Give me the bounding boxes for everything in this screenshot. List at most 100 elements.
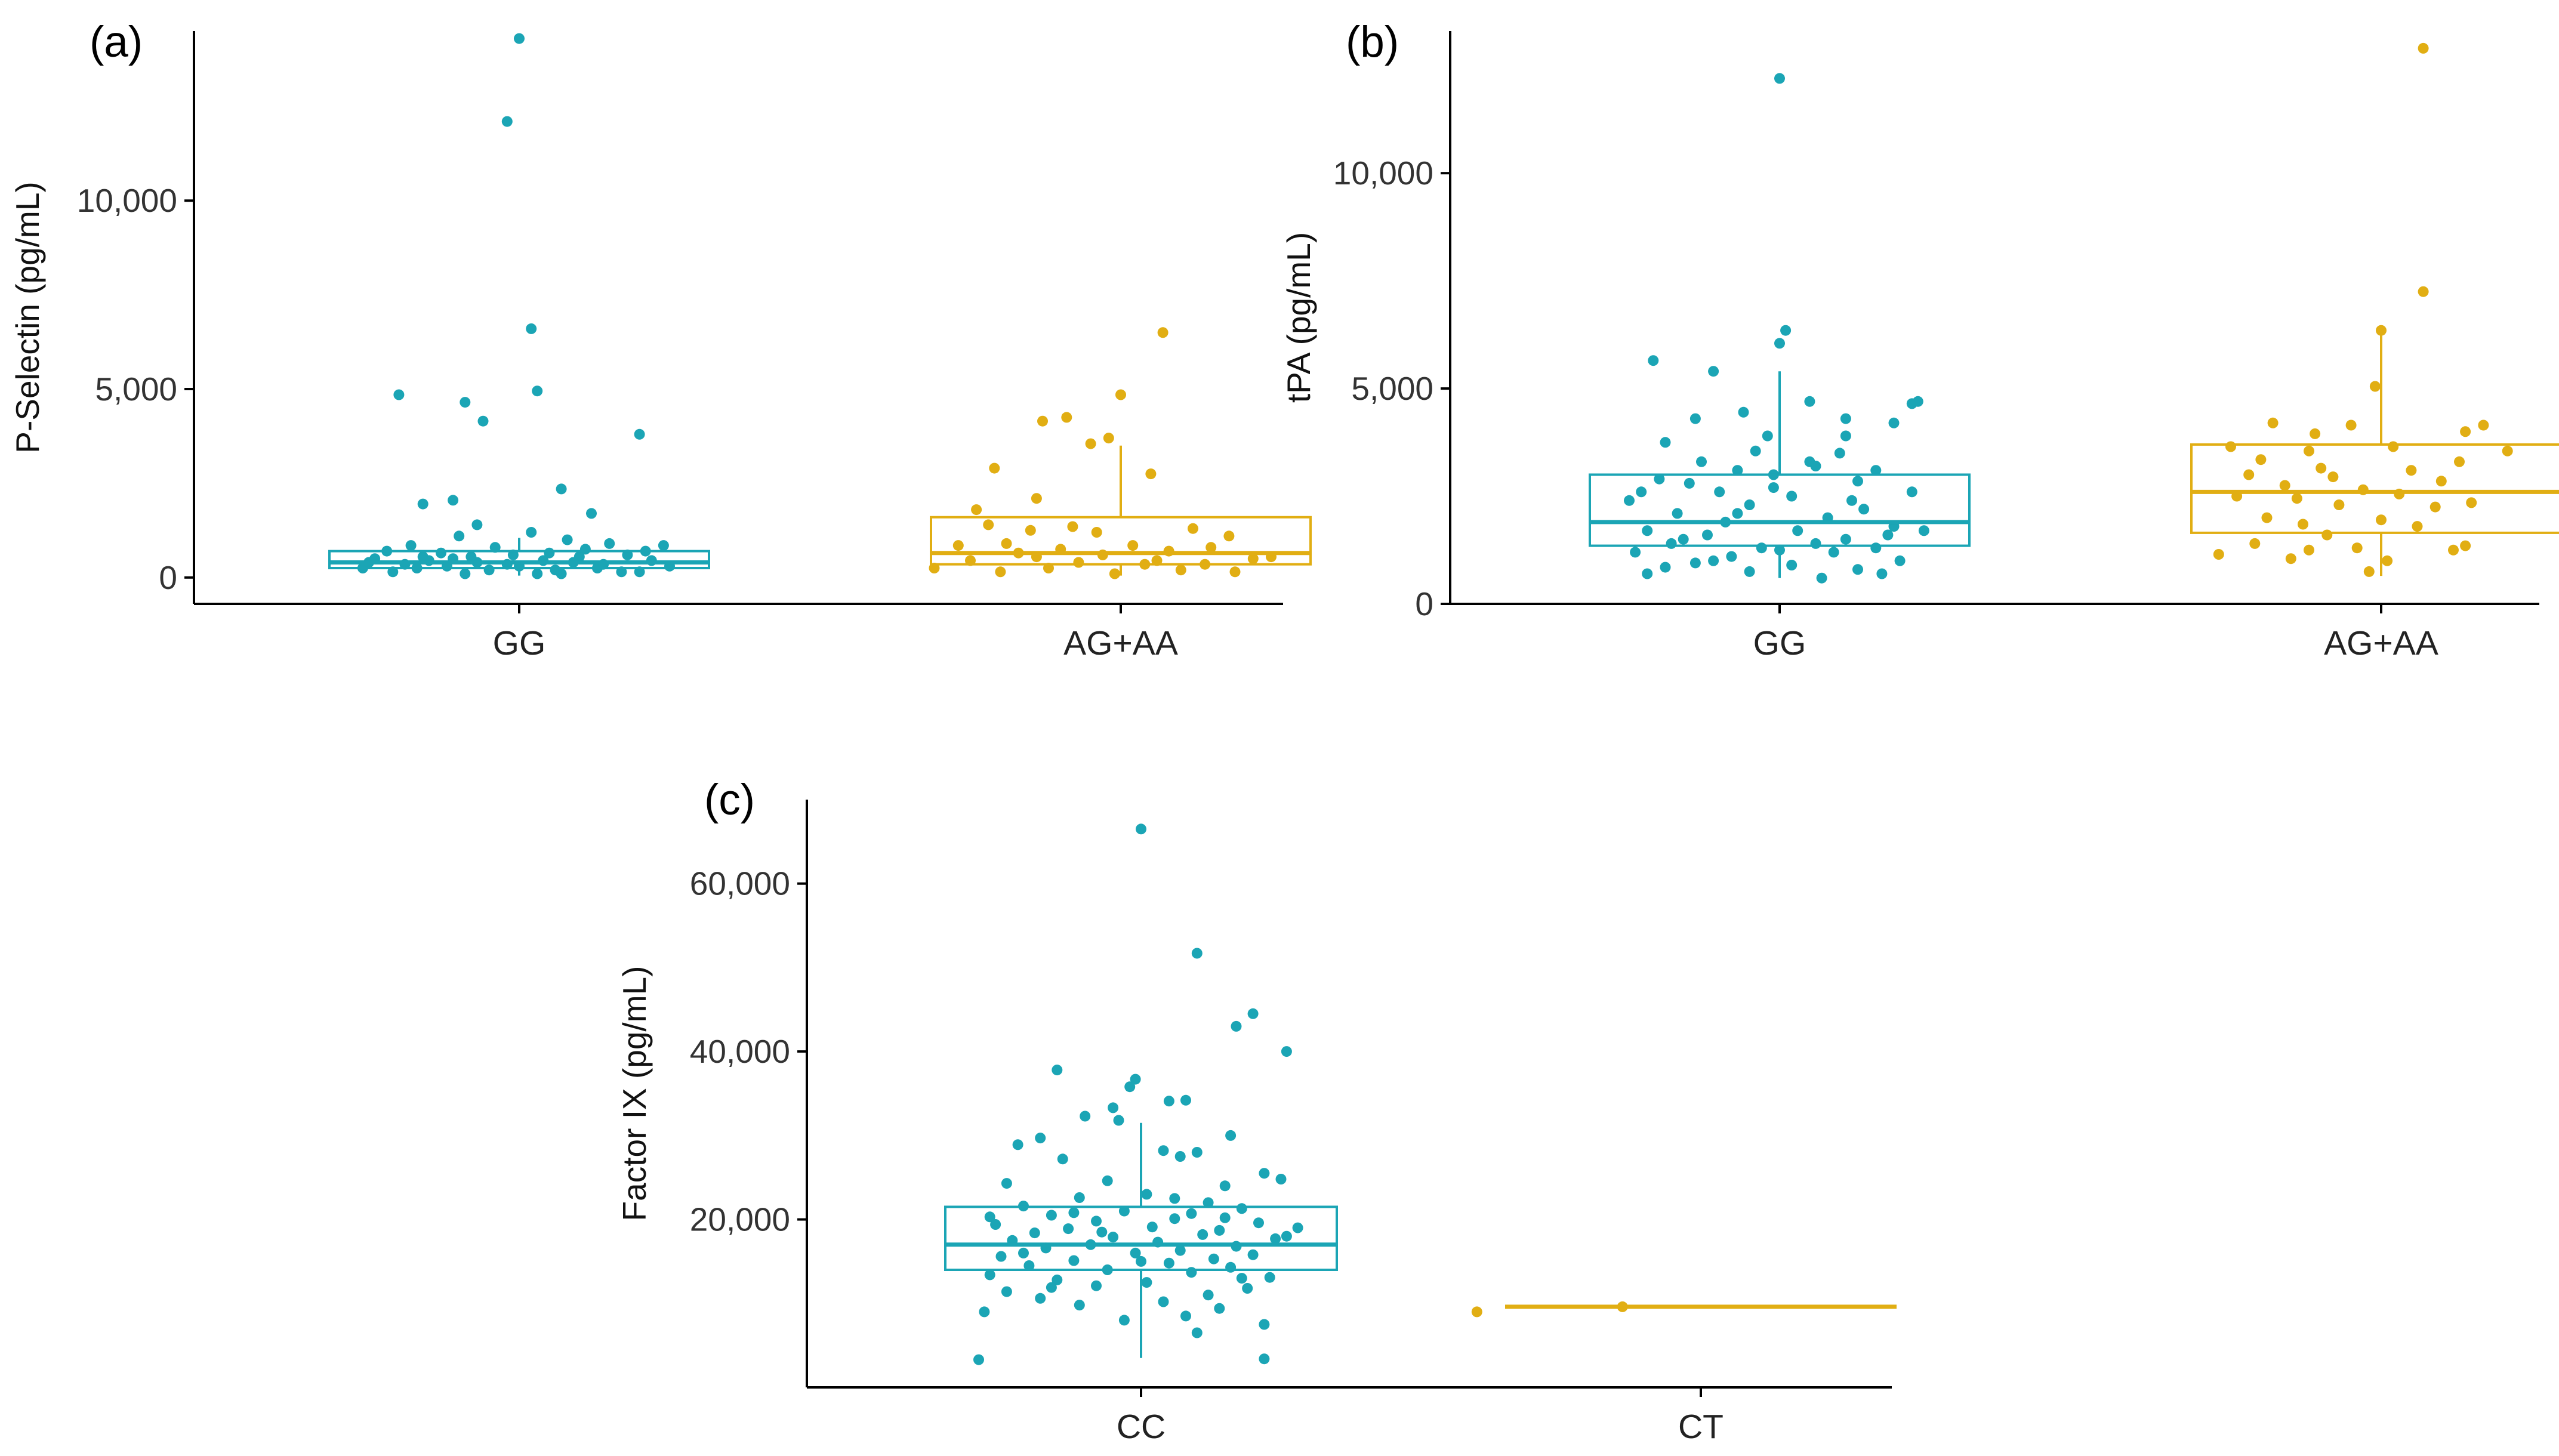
data-point-ag-aa <box>952 540 964 551</box>
data-point-gg <box>1738 406 1749 418</box>
data-point-gg <box>1840 430 1851 442</box>
data-point-ag-aa <box>1103 433 1114 444</box>
data-point-gg <box>1756 542 1767 554</box>
data-point-gg <box>1774 338 1785 349</box>
data-point-ag-aa <box>1115 389 1126 400</box>
data-point-ag-aa <box>1091 527 1102 538</box>
data-point-ag-aa <box>1175 564 1186 576</box>
data-point-gg <box>1876 568 1888 579</box>
data-point-ag-aa <box>1001 538 1012 549</box>
data-point-cc <box>1130 1247 1141 1258</box>
x-tick-label-ct: CT <box>1678 1408 1724 1446</box>
data-point-ag-aa <box>2388 441 2399 452</box>
data-point-gg <box>532 385 543 397</box>
data-point-ag-aa <box>983 519 994 530</box>
data-point-cc <box>1186 1267 1197 1278</box>
data-point-cc <box>1136 823 1146 835</box>
data-point-gg <box>417 498 428 510</box>
data-point-cc <box>1029 1227 1040 1239</box>
x-tick-label-ag-aa: AG+AA <box>1063 624 1178 662</box>
data-point-cc <box>1102 1175 1113 1186</box>
data-point-gg <box>1672 508 1683 519</box>
data-point-ag-aa <box>2345 419 2357 431</box>
data-point-cc <box>1281 1046 1292 1057</box>
data-point-cc <box>1035 1292 1046 1304</box>
data-point-gg <box>1642 525 1653 536</box>
data-point-ag-aa <box>2418 42 2429 54</box>
data-point-gg <box>1888 417 1900 428</box>
data-point-ag-aa <box>1157 327 1168 338</box>
data-point-ag-aa <box>2333 499 2345 510</box>
data-point-gg <box>1852 564 1863 575</box>
y-tick-label: 10,000 <box>77 182 177 219</box>
data-point-cc <box>1146 1221 1158 1233</box>
data-point-gg <box>1906 398 1917 409</box>
boxplot-ag-aa <box>930 445 1312 576</box>
data-point-gg <box>483 564 495 576</box>
y-tick-label: 0 <box>1415 585 1433 622</box>
data-point-gg <box>460 397 471 408</box>
data-point-cc <box>1236 1203 1247 1214</box>
data-point-ag-aa <box>2448 544 2459 556</box>
data-point-gg <box>405 540 417 551</box>
data-point-cc <box>1281 1230 1292 1242</box>
y-axis-title: P-Selectin (pg/mL) <box>9 181 46 453</box>
data-point-ag-aa <box>2261 512 2273 523</box>
data-point-cc <box>1158 1296 1169 1307</box>
data-point-gg <box>465 551 477 563</box>
data-point-cc <box>1219 1212 1231 1223</box>
data-point-ag-aa <box>1073 557 1084 568</box>
data-point-ag-aa <box>2460 426 2471 437</box>
data-point-cc <box>1118 1205 1130 1217</box>
data-point-gg <box>1744 566 1755 577</box>
data-point-gg <box>1870 542 1882 554</box>
data-point-gg <box>477 415 489 427</box>
data-point-ag-aa <box>2369 381 2381 392</box>
data-point-ag-aa <box>2304 445 2314 456</box>
data-point-gg <box>1858 504 1870 515</box>
box-iqr <box>930 516 1312 566</box>
data-point-cc <box>1174 1151 1186 1162</box>
x-tick-label-ag-aa: AG+AA <box>2324 624 2438 662</box>
data-point-gg <box>1768 482 1779 493</box>
data-point-cc <box>1259 1168 1270 1179</box>
x-tick-label-gg: GG <box>1753 624 1806 662</box>
data-point-gg <box>417 551 428 563</box>
data-point-gg <box>448 495 459 506</box>
data-point-cc <box>995 1251 1007 1262</box>
boxplot-cc <box>944 1122 1338 1358</box>
data-point-ag-aa <box>2412 521 2423 532</box>
data-point-ct <box>1471 1306 1482 1318</box>
y-tick-label: 5,000 <box>95 371 177 408</box>
data-point-gg <box>393 389 405 400</box>
data-point-ag-aa <box>2310 428 2321 439</box>
y-tick-label: 20,000 <box>690 1201 790 1238</box>
data-point-cc <box>1231 1020 1242 1032</box>
data-point-cc <box>1253 1217 1264 1229</box>
panel-label: (a) <box>90 18 143 66</box>
data-point-cc <box>1113 1115 1124 1126</box>
data-point-ag-aa <box>2225 441 2236 452</box>
data-point-gg <box>1708 555 1719 566</box>
points-layer <box>973 823 1628 1365</box>
data-point-cc <box>1191 1147 1203 1158</box>
data-point-ag-aa <box>1247 553 1259 564</box>
data-point-gg <box>526 323 537 334</box>
data-point-cc <box>1259 1353 1270 1365</box>
data-point-cc <box>1046 1282 1057 1293</box>
data-point-ag-aa <box>1037 415 1048 427</box>
data-point-ag-aa <box>2382 555 2393 566</box>
data-point-gg <box>1714 486 1725 498</box>
data-point-cc <box>1259 1319 1270 1330</box>
data-point-cc <box>1186 1208 1197 1219</box>
data-point-cc <box>1035 1133 1046 1144</box>
panel-a: 0 5,000 10,000 GG AG+AA P-Selectin (pg/mL) (a) <box>9 18 1312 662</box>
data-point-gg <box>1648 355 1659 366</box>
data-point-cc <box>984 1269 995 1281</box>
y-tick-label: 60,000 <box>690 865 790 902</box>
data-point-ag-aa <box>989 462 1000 474</box>
data-point-cc <box>1124 1081 1136 1093</box>
data-point-cc <box>1130 1074 1141 1085</box>
data-point-ag-aa <box>1109 568 1120 579</box>
